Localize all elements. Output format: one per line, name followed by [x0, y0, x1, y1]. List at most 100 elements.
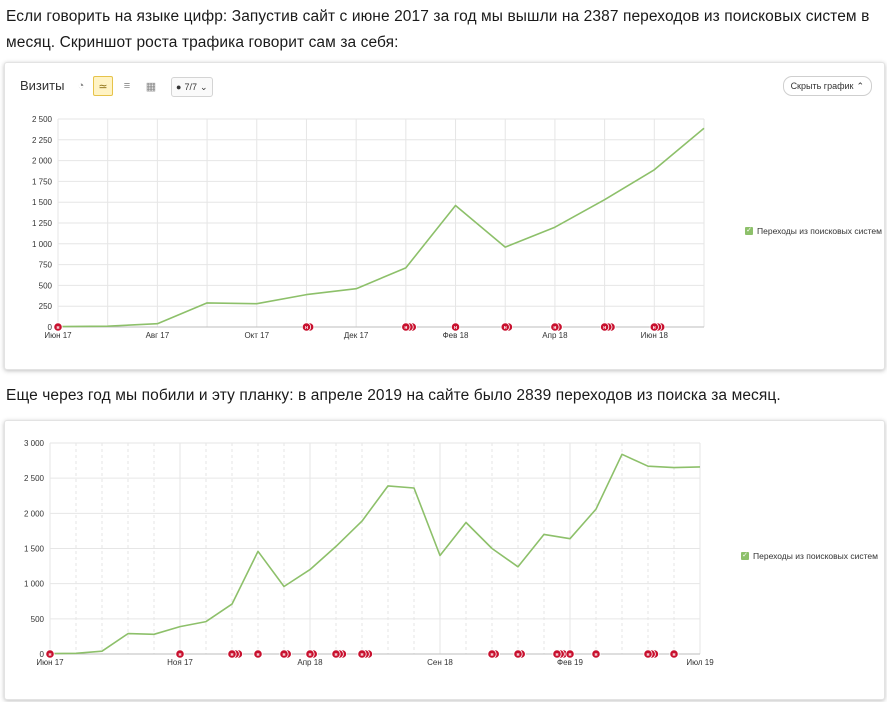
annotation-marker[interactable]	[305, 649, 315, 659]
annotation-marker[interactable]	[643, 649, 653, 659]
annotation-marker[interactable]	[513, 649, 523, 659]
data-point	[647, 465, 649, 467]
marker-glyph: н	[504, 325, 507, 331]
segments-count: 7/7	[184, 82, 197, 92]
chevron-down-icon: ⌄	[199, 81, 208, 92]
data-point	[127, 632, 129, 634]
data-point	[554, 226, 556, 228]
chart-legend[interactable]: ✓ Переходы из поисковых систем	[745, 226, 882, 236]
y-tick-label: 500	[39, 281, 53, 290]
annotation-marker[interactable]	[253, 649, 263, 659]
annotation-marker[interactable]	[331, 649, 341, 659]
marker-glyph: н	[305, 325, 308, 331]
marker-glyph: н	[672, 652, 675, 658]
paragraph-intro: Если говорить на языке цифр: Запустив са…	[6, 8, 870, 51]
data-point	[101, 650, 103, 652]
annotation-marker[interactable]	[552, 649, 562, 659]
series-line	[49, 453, 701, 655]
marker-glyph: н	[594, 652, 597, 658]
annotation-marker[interactable]	[550, 322, 560, 332]
x-tick-label: Фев 18	[443, 331, 469, 340]
annotation-marker[interactable]	[591, 649, 601, 659]
data-point	[75, 652, 77, 654]
y-tick-label: 2 000	[24, 509, 45, 518]
legend-label: Переходы из поисковых систем	[753, 551, 878, 561]
y-tick-label: 1 000	[32, 240, 53, 249]
y-tick-label: 500	[31, 615, 45, 624]
x-tick-label: Дек 17	[344, 331, 369, 340]
data-point	[517, 566, 519, 568]
annotation-marker[interactable]	[357, 649, 367, 659]
x-tick-label: Окт 17	[244, 331, 269, 340]
chart-card-2017-2018: Визиты ◔ ≃ ≡ ▦ ● 7/7 ⌄ Скрыть график ⌃ 0…	[4, 62, 885, 370]
chart-title: Визиты	[20, 78, 65, 93]
y-tick-label: 3 000	[24, 439, 45, 448]
data-point	[309, 568, 311, 570]
data-point	[439, 554, 441, 556]
y-tick-label: 2 250	[32, 136, 53, 145]
annotation-marker[interactable]	[500, 322, 510, 332]
annotation-marker[interactable]	[175, 649, 185, 659]
data-point	[621, 453, 623, 455]
hide-chart-label: Скрыть график	[790, 81, 854, 91]
chart-card-2017-2019: 0 500 1 000 1 500 2 000 2 500 3 000 Июн 17 Ноя 1…	[4, 420, 885, 700]
marker-glyph: н	[646, 652, 649, 658]
x-tick-label: Сен 18	[427, 658, 453, 667]
data-point	[504, 246, 506, 248]
annotation-marker[interactable]	[301, 322, 312, 332]
x-tick-label: Фев 19	[557, 658, 583, 667]
y-tick-label: 250	[39, 302, 53, 311]
bar-chart-icon[interactable]: ▦	[145, 80, 157, 93]
data-point	[153, 633, 155, 635]
chart-legend[interactable]: ✓ Переходы из поисковых систем	[741, 551, 878, 561]
annotation-marker[interactable]	[649, 322, 659, 332]
line-chart-icon[interactable]: ≃	[93, 76, 113, 96]
comment-icon: ●	[176, 82, 182, 92]
y-tick-label: 2 000	[32, 157, 53, 166]
y-tick-label: 1 250	[32, 219, 53, 228]
x-tick-label: Июл 19	[686, 658, 714, 667]
annotation-marker[interactable]	[450, 322, 461, 332]
annotation-marker[interactable]	[600, 322, 610, 332]
data-point	[413, 487, 415, 489]
hide-chart-button[interactable]: Скрыть график ⌃	[782, 76, 872, 96]
data-point	[703, 127, 705, 129]
annotation-marker[interactable]	[669, 649, 679, 659]
x-tick-label: Ноя 17	[167, 658, 193, 667]
annotation-marker[interactable]	[45, 649, 55, 659]
y-tick-label: 1 500	[24, 545, 45, 554]
marker-glyph: н	[490, 652, 493, 658]
annotation-marker[interactable]	[53, 322, 63, 332]
x-tick-label: Апр 18	[297, 658, 323, 667]
data-point	[569, 537, 571, 539]
annotation-marker[interactable]	[565, 649, 575, 659]
data-point	[387, 485, 389, 487]
y-tick-label: 750	[39, 261, 53, 270]
chevron-up-icon: ⌃	[856, 80, 864, 91]
marker-glyph: н	[178, 652, 181, 658]
marker-glyph: н	[230, 652, 233, 658]
segments-dropdown[interactable]: ● 7/7 ⌄	[171, 77, 213, 97]
data-point	[653, 169, 655, 171]
data-point	[205, 620, 207, 622]
annotation-marker[interactable]	[401, 322, 411, 332]
annotation-marker[interactable]	[227, 649, 237, 659]
data-point	[491, 547, 493, 549]
marker-glyph: н	[404, 325, 407, 331]
x-tick-label: Июн 18	[641, 331, 669, 340]
data-point	[603, 199, 605, 201]
marker-glyph: н	[568, 652, 571, 658]
marker-glyph: н	[360, 652, 363, 658]
y-tick-label: 2 500	[32, 115, 53, 124]
marker-glyph: н	[56, 325, 59, 331]
data-point	[206, 302, 208, 304]
checkbox-icon: ✓	[745, 227, 753, 235]
annotation-marker[interactable]	[279, 649, 289, 659]
marker-glyph: н	[653, 325, 656, 331]
checkbox-icon: ✓	[741, 552, 749, 560]
annotation-marker[interactable]	[487, 649, 497, 659]
data-point	[256, 303, 258, 305]
stacked-chart-icon[interactable]: ≡	[123, 80, 131, 92]
chart-visits-2017-2019: 0 500 1 000 1 500 2 000 2 500 3 000 Июн 17 Ноя 1…	[24, 439, 714, 667]
pie-chart-icon[interactable]: ◔	[77, 80, 85, 92]
